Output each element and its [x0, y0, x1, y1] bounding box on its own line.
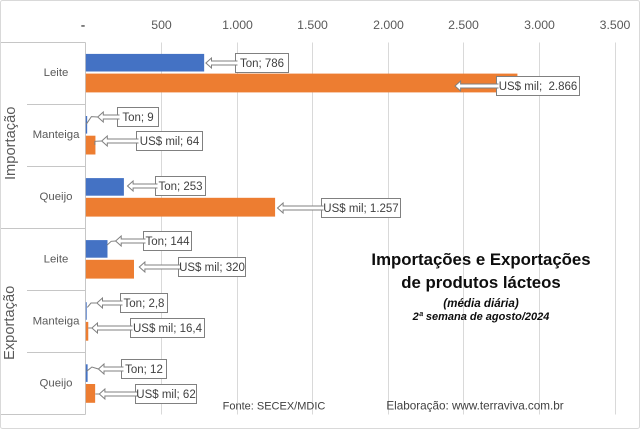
svg-text:US$ mil; 320: US$ mil; 320 — [179, 262, 245, 274]
svg-text:Queijo: Queijo — [40, 377, 73, 389]
svg-text:Leite: Leite — [44, 253, 69, 265]
svg-text:3.000: 3.000 — [524, 18, 555, 32]
svg-text:Importação: Importação — [3, 107, 19, 180]
svg-text:US$ mil; 16,4: US$ mil; 16,4 — [133, 323, 203, 335]
svg-text:de produtos lácteos: de produtos lácteos — [401, 273, 560, 292]
svg-text:US$ mil; 1.257: US$ mil; 1.257 — [323, 203, 398, 215]
svg-text:2.000: 2.000 — [373, 18, 404, 32]
svg-text:Fonte: SECEX/MDIC: Fonte: SECEX/MDIC — [223, 401, 326, 413]
svg-text:Manteiga: Manteiga — [33, 129, 81, 141]
svg-text:1.000: 1.000 — [222, 18, 253, 32]
svg-text:Manteiga: Manteiga — [33, 315, 81, 327]
svg-text:1.500: 1.500 — [297, 18, 328, 32]
svg-text:Ton; 144: Ton; 144 — [145, 236, 190, 248]
svg-text:Ton; 12: Ton; 12 — [125, 364, 163, 376]
svg-text:US$ mil; 62: US$ mil; 62 — [136, 389, 195, 401]
svg-text:US$ mil; 64: US$ mil; 64 — [140, 136, 200, 148]
svg-text:2ª semana de agosto/2024: 2ª semana de agosto/2024 — [412, 311, 550, 323]
svg-text:Ton; 786: Ton; 786 — [240, 58, 284, 70]
svg-text:Importações e Exportações: Importações e Exportações — [371, 250, 590, 269]
svg-text:Ton; 9: Ton; 9 — [122, 112, 153, 124]
svg-text:Leite: Leite — [44, 67, 69, 79]
svg-text:3.500: 3.500 — [600, 18, 631, 32]
svg-text:Ton; 253: Ton; 253 — [158, 181, 202, 193]
svg-text:(média diária): (média diária) — [443, 297, 519, 310]
svg-text:Exportação: Exportação — [2, 286, 18, 360]
svg-text:Elaboração: www.terraviva.com.: Elaboração: www.terraviva.com.br — [386, 400, 563, 413]
svg-text:2.500: 2.500 — [448, 18, 479, 32]
svg-text:US$ mil; 2.866: US$ mil; 2.866 — [499, 81, 578, 93]
svg-text:Ton; 2,8: Ton; 2,8 — [124, 298, 165, 310]
svg-text:Queijo: Queijo — [40, 191, 73, 203]
svg-text:500: 500 — [151, 18, 172, 32]
